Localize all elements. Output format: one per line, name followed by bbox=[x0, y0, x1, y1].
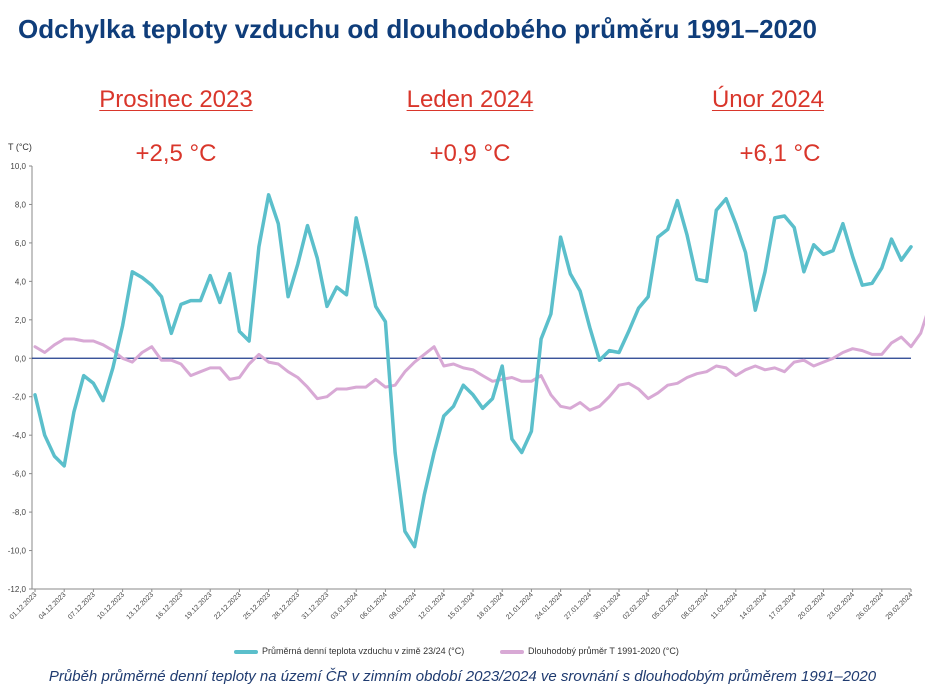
chart-series bbox=[33, 193, 925, 549]
series-line-current bbox=[33, 193, 913, 549]
x-tick-label: 09.01.2024 bbox=[388, 591, 418, 621]
x-tick-label: 11.02.2024 bbox=[710, 591, 739, 620]
y-tick-label: 6,0 bbox=[15, 239, 27, 248]
month-deviation-january: +0,9 °C bbox=[429, 140, 511, 167]
x-tick-label: 04.12.2023 bbox=[38, 591, 68, 621]
x-tick-label: 07.12.2023 bbox=[67, 591, 97, 621]
month-label-january: Leden 2024 bbox=[406, 86, 534, 113]
y-tick-label: 0,0 bbox=[15, 354, 27, 363]
x-tick-label: 26.02.2024 bbox=[855, 591, 885, 621]
y-tick-label: -4,0 bbox=[12, 431, 26, 440]
y-tick-label: 10,0 bbox=[10, 162, 26, 171]
series-line-normal bbox=[33, 314, 925, 412]
y-tick-label: -12,0 bbox=[8, 585, 27, 594]
x-tick-label: 30.01.2024 bbox=[593, 591, 623, 621]
x-tick-label: 12.01.2024 bbox=[417, 591, 447, 621]
month-label-december: Prosinec 2023 bbox=[99, 86, 253, 113]
x-tick-label: 15.01.2024 bbox=[447, 591, 477, 621]
y-tick-label: -8,0 bbox=[12, 508, 26, 517]
x-tick-label: 21.01.2024 bbox=[505, 591, 535, 621]
y-tick-label: 2,0 bbox=[15, 316, 27, 325]
x-tick-label: 02.02.2024 bbox=[622, 591, 652, 621]
x-tick-label: 08.02.2024 bbox=[680, 591, 710, 621]
x-tick-label: 06.01.2024 bbox=[359, 591, 389, 621]
y-axis-label: T (°C) bbox=[8, 142, 32, 152]
chart-axes: T (°C) 10,0 8,0 6,0 4,0 2,0 0,0 -2,0 -4,0 -6,0 -8,… bbox=[8, 142, 915, 621]
legend-swatch-current bbox=[234, 649, 258, 654]
legend-label-normal: Dlouhodobý průměr T 1991-2020 (°C) bbox=[528, 646, 679, 656]
x-tick-label: 27.01.2024 bbox=[563, 591, 593, 621]
y-tick-label: -10,0 bbox=[8, 547, 27, 556]
y-tick-label: -6,0 bbox=[12, 470, 26, 479]
legend-item-normal: Dlouhodobý průměr T 1991-2020 (°C) bbox=[500, 646, 679, 656]
legend-label-current: Průměrná denní teplota vzduchu v zimě 23… bbox=[262, 646, 465, 656]
month-label-february: Únor 2024 bbox=[711, 86, 825, 113]
x-tick-label: 20.02.2024 bbox=[797, 591, 827, 621]
x-tick-label: 22.12.2023 bbox=[213, 591, 243, 621]
y-tick-label: -2,0 bbox=[12, 393, 26, 402]
legend-item-current: Průměrná denní teplota vzduchu v zimě 23… bbox=[234, 646, 464, 656]
x-tick-label: 19.12.2023 bbox=[184, 591, 214, 621]
x-tick-label: 13.12.2023 bbox=[125, 591, 155, 621]
x-tick-label: 31.12.2023 bbox=[301, 591, 331, 621]
x-tick-label: 01.12.2023 bbox=[9, 591, 39, 621]
x-tick-label: 14.02.2024 bbox=[739, 591, 769, 621]
x-tick-label: 24.01.2024 bbox=[534, 591, 564, 621]
x-tick-label: 03.01.2024 bbox=[330, 591, 360, 621]
y-tick-label: 4,0 bbox=[15, 277, 27, 286]
x-tick-label: 28.12.2023 bbox=[271, 591, 301, 621]
x-tick-label: 29.02.2024 bbox=[885, 591, 915, 621]
month-deviation-february: +6,1 °C bbox=[739, 140, 821, 167]
x-tick-label: 25.12.2023 bbox=[242, 591, 272, 621]
month-deviation-december: +2,5 °C bbox=[135, 140, 217, 167]
x-tick-label: 16.12.2023 bbox=[155, 591, 185, 621]
x-tick-label: 10.12.2023 bbox=[96, 591, 126, 621]
chart-caption: Průběh průměrné denní teploty na území Č… bbox=[48, 668, 877, 685]
legend-swatch-normal bbox=[500, 649, 524, 654]
x-tick-label: 17.02.2024 bbox=[768, 591, 798, 621]
x-tick-label: 05.02.2024 bbox=[651, 591, 681, 621]
x-tick-label: 23.02.2024 bbox=[826, 591, 856, 621]
page-title: Odchylka teploty vzduchu od dlouhodobého… bbox=[18, 14, 817, 44]
y-tick-label: 8,0 bbox=[15, 200, 27, 209]
x-tick-label: 18.01.2024 bbox=[476, 591, 506, 621]
